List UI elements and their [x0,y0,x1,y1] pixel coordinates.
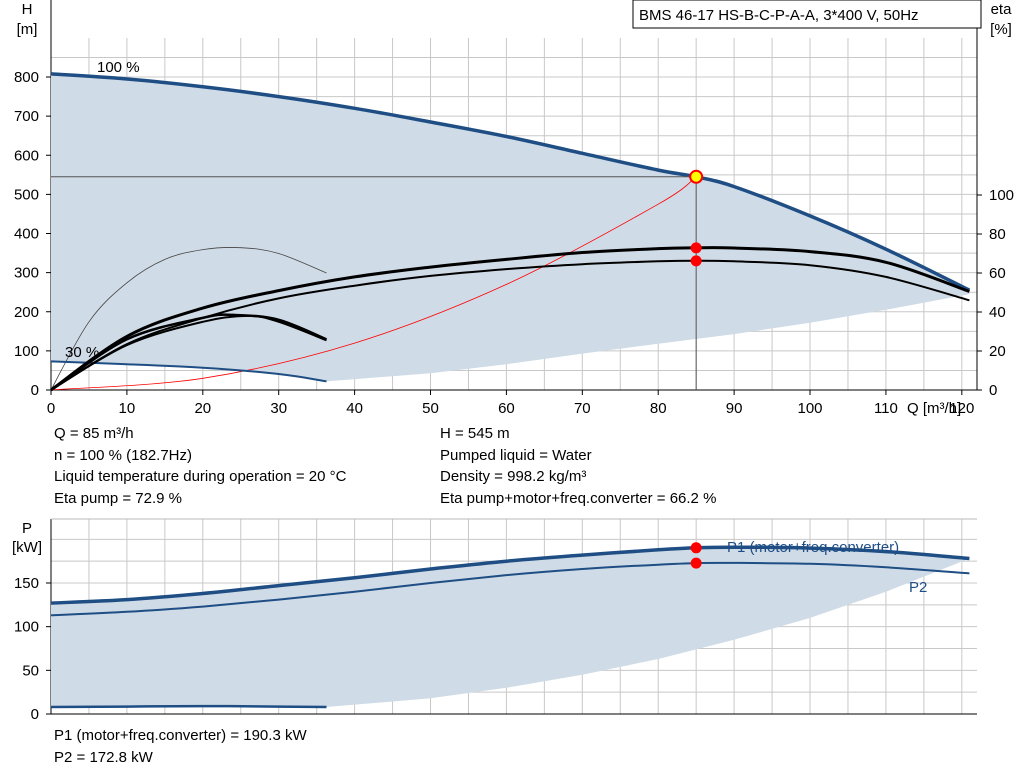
head-tick-label: 500 [14,186,39,203]
x-tick-label: 40 [346,400,363,417]
info-head: H = 545 m [440,425,510,442]
power-info: P1 (motor+freq.converter) = 190.3 kW P2 … [54,725,307,768]
eta-axis-label-line1: eta [991,1,1013,18]
power-axis-label-line2: [kW] [12,539,42,556]
info-liquid-temperature: Liquid temperature during operation = 20… [54,468,347,485]
x-tick-label: 30 [270,400,287,417]
eta-low-speed-curve-1 [50,314,327,391]
info-p2: P2 = 172.8 kW [54,748,153,766]
head-operating-area [51,73,970,382]
tick-labels: 0 10 20 30 40 50 60 70 80 90 100 110 120010020030040… [14,69,1014,723]
duty-point-head [689,169,704,184]
p1-curve [50,545,970,605]
x-tick-label: 110 [874,400,898,417]
pump-title: BMS 46-17 HS-B-C-P-A-A, 3*400 V, 50Hz [639,7,919,24]
head-tick-label: 0 [31,382,39,399]
info-eta-pump: Eta pump = 72.9 % [54,489,182,507]
power-tick-label: 50 [22,662,39,679]
operating-info-left: Q = 85 m³/h n = 100 % (182.7Hz) Liquid t… [54,423,346,509]
p1-series-label: P1 (motor+freq.converter) [727,539,899,556]
head-tick-label: 300 [14,265,39,282]
x-tick-label: 0 [47,400,55,417]
x-tick-label: 80 [650,400,667,417]
head-tick-label: 600 [14,147,39,164]
eta-tick-label: 20 [989,343,1006,360]
x-tick-label: 10 [119,400,136,417]
head-axis-label-line1: H [22,1,33,18]
eta-tick-label: 100 [989,187,1014,204]
p2-series-label: P2 [909,579,927,596]
power-axis-label-line1: P [22,520,32,537]
power-tick-label: 0 [31,706,39,723]
x-tick-label: 20 [194,400,211,417]
system-curve [50,176,697,391]
x-tick-label: 60 [498,400,515,417]
head-curve-30 [50,360,327,383]
power-tick-label: 150 [14,575,39,592]
title-box [632,0,982,29]
operating-info-right: H = 545 m Pumped liquid = Water Density … [440,423,716,509]
duty-point-markers [51,169,704,569]
curve-label-100: 100 % [97,59,140,76]
power-tick-label: 100 [14,619,39,636]
head-tick-label: 200 [14,304,39,321]
duty-point-p1 [690,542,702,554]
duty-point-eta-total [690,255,702,267]
x-tick-label: 120 [949,400,974,417]
curve-label-30: 30 % [65,344,99,361]
power-30-curve [50,704,327,709]
info-p1: P1 (motor+freq.converter) = 190.3 kW [54,727,307,744]
head-tick-label: 400 [14,226,39,243]
duty-point-p2 [690,557,702,569]
x-tick-label: 100 [798,400,823,417]
p2-curve [50,561,970,617]
info-speed: n = 100 % (182.7Hz) [54,446,192,464]
x-tick-label: 70 [574,400,591,417]
eta-tick-label: 0 [989,382,997,399]
head-axis-label-line2: [m] [17,21,38,38]
head-tick-label: 100 [14,343,39,360]
info-eta-total: Eta pump+motor+freq.converter = 66.2 % [440,489,717,507]
eta-low-speed-curve-2 [50,313,327,392]
curves [50,72,971,709]
head-tick-label: 800 [14,69,39,86]
info-pumped-liquid: Pumped liquid = Water [440,446,592,464]
eta-tick-label: 40 [989,304,1006,321]
x-tick-label: 50 [422,400,439,417]
head-tick-label: 700 [14,108,39,125]
info-density: Density = 998.2 kg/m³ [440,468,587,485]
eta-total-curve [50,246,970,392]
eta-tick-label: 80 [989,226,1006,243]
info-flow: Q = 85 m³/h [54,425,134,442]
head-curve-100 [50,72,971,292]
duty-point-eta-pump [690,242,702,254]
eta-30-thin-curve [50,247,327,391]
flow-axis-label: Q [m³/h] [907,400,961,417]
eta-axis-label-line2: [%] [990,21,1012,38]
eta-tick-label: 60 [989,265,1006,282]
x-tick-label: 90 [726,400,743,417]
